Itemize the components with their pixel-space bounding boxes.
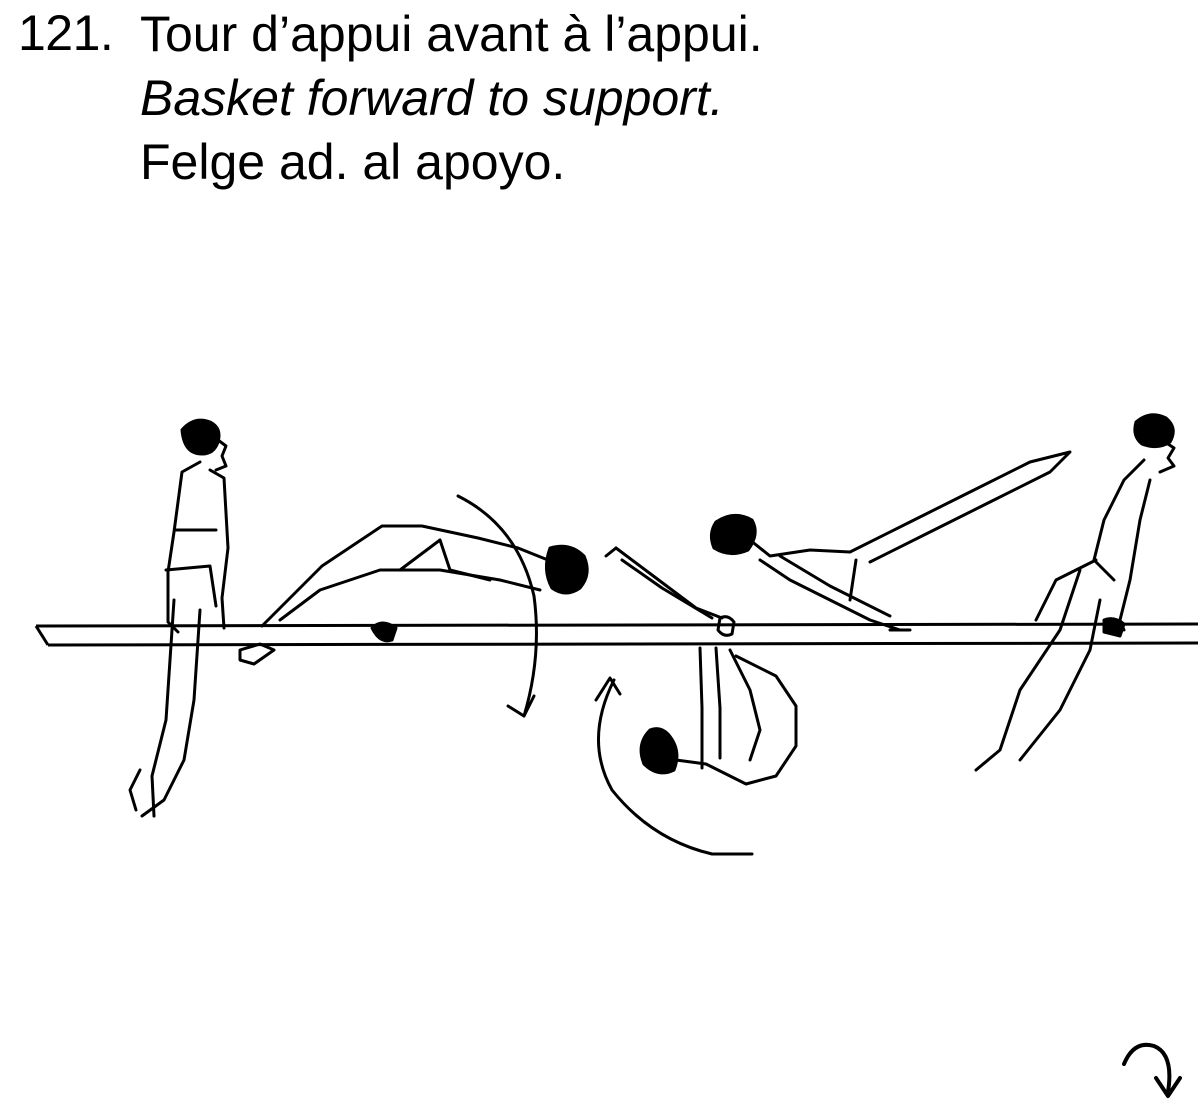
gymnast-figure-pike-legs-up-icon — [709, 450, 1072, 632]
gymnast-figure-under-bar-icon — [594, 546, 798, 856]
element-number: 121. — [18, 5, 114, 61]
horizontal-bar — [34, 622, 1198, 647]
element-name-english: Basket forward to support. — [140, 70, 724, 126]
element-name-spanish: Felge ad. al apoyo. — [140, 134, 566, 190]
forward-rotation-arrow-icon — [1122, 1042, 1182, 1098]
element-name-french: Tour d’appui avant à l’appui. — [140, 6, 763, 62]
gymnast-figure-pike-forward-icon — [238, 494, 589, 718]
element-names: Tour d’appui avant à l’appui. Basket for… — [140, 2, 763, 194]
gymnast-figure-support-end-icon — [974, 413, 1176, 772]
gymnast-figure-support-start-icon — [128, 418, 230, 818]
